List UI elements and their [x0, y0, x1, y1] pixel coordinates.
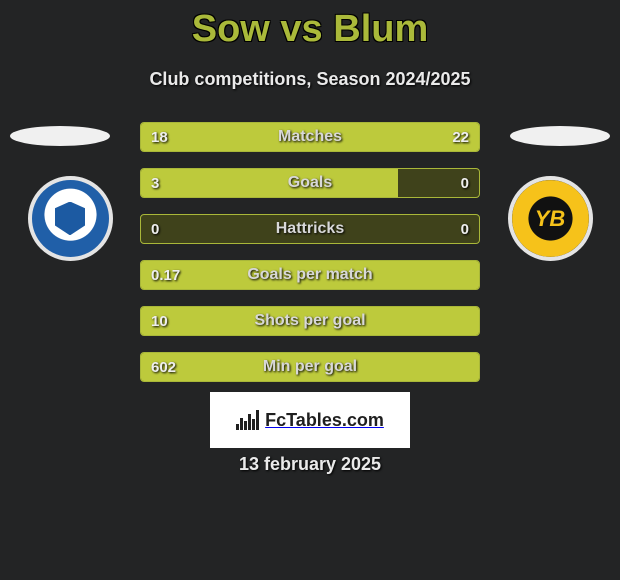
stat-row-hattricks: 0 Hattricks 0 — [140, 214, 480, 244]
stats-container: 18 Matches 22 3 Goals 0 0 Hattricks 0 0.… — [140, 122, 480, 398]
subtitle: Club competitions, Season 2024/2025 — [0, 69, 620, 90]
stat-label: Goals — [141, 169, 479, 197]
date-label: 13 february 2025 — [0, 454, 620, 475]
page-title: Sow vs Blum — [0, 0, 620, 51]
stat-row-spg: 10 Shots per goal — [140, 306, 480, 336]
stat-row-matches: 18 Matches 22 — [140, 122, 480, 152]
shield-icon: YB — [508, 176, 593, 261]
stat-value-right: 0 — [451, 169, 479, 197]
stat-label: Matches — [141, 123, 479, 151]
left-club-badge — [20, 176, 120, 261]
stat-row-gpm: 0.17 Goals per match — [140, 260, 480, 290]
stat-value-right — [459, 307, 479, 335]
right-country-flag — [510, 126, 610, 146]
branding-link[interactable]: FcTables.com — [210, 392, 410, 448]
stat-label: Min per goal — [141, 353, 479, 381]
stat-label: Shots per goal — [141, 307, 479, 335]
stat-row-mpg: 602 Min per goal — [140, 352, 480, 382]
chart-icon — [236, 410, 259, 430]
branding-text: FcTables.com — [265, 410, 384, 431]
right-club-badge: YB — [500, 176, 600, 261]
stat-value-right: 0 — [451, 215, 479, 243]
stat-label: Goals per match — [141, 261, 479, 289]
shield-icon — [28, 176, 113, 261]
stat-label: Hattricks — [141, 215, 479, 243]
stat-row-goals: 3 Goals 0 — [140, 168, 480, 198]
stat-value-right: 22 — [442, 123, 479, 151]
left-country-flag — [10, 126, 110, 146]
stat-value-right — [459, 261, 479, 289]
stat-value-right — [459, 353, 479, 381]
